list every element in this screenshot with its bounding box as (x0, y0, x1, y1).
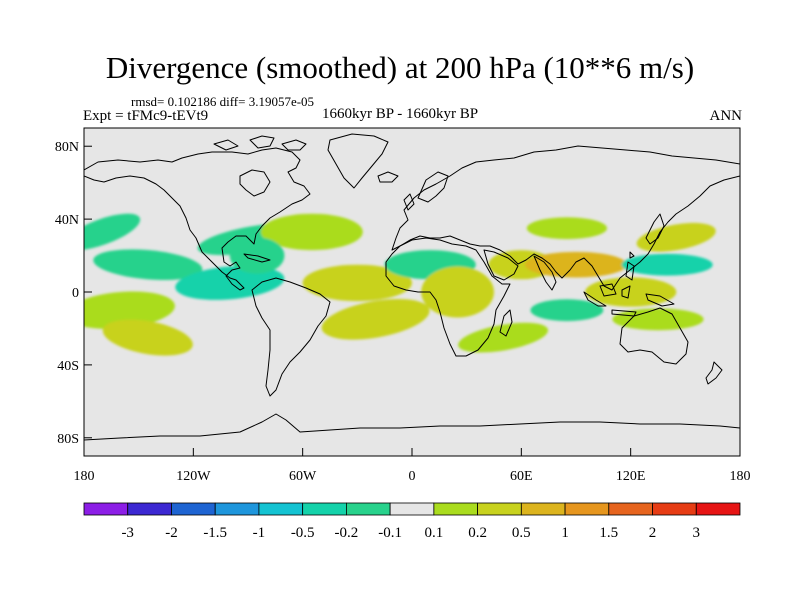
lat-tick-label: 40N (55, 213, 79, 228)
field-region-6 (102, 319, 193, 356)
lon-tick-label: 120E (616, 469, 646, 484)
period-label: 1660kyr BP - 1660kyr BP (322, 106, 479, 122)
coast-cuba (243, 253, 271, 263)
field-region-18 (621, 253, 713, 276)
colorbar-label: 3 (693, 525, 701, 541)
lon-tick-label: 60E (510, 469, 533, 484)
colorbar-label: 0.2 (468, 525, 487, 541)
colorbar-label: 0.5 (512, 525, 531, 541)
colorbar-swatch (564, 502, 610, 516)
colorbar-label: -2 (165, 525, 178, 541)
field-region-11 (321, 299, 430, 340)
colorbar-swatch (652, 502, 697, 516)
colorbar-label: -0.2 (335, 525, 359, 541)
lon-tick-label: 180 (730, 469, 751, 484)
colorbar-swatch (389, 502, 435, 516)
field-region-7 (175, 265, 285, 300)
colorbar-label: -1 (253, 525, 266, 541)
lon-tick-label: 0 (409, 469, 416, 484)
coast-australia (619, 307, 689, 365)
coast-new-zealand (705, 361, 723, 385)
field-region-12 (421, 266, 494, 318)
colorbar-swatch (477, 502, 522, 516)
coast-indonesia (583, 283, 637, 317)
field-region-5 (84, 291, 175, 329)
colorbar-label: 2 (649, 525, 657, 541)
field-region-16 (525, 251, 627, 278)
colorbar-label: -1.5 (203, 525, 227, 541)
colorbar-swatch (433, 502, 478, 516)
colorbar-swatch (171, 502, 216, 516)
coastlines (84, 133, 740, 441)
field-region-2 (260, 213, 363, 251)
rmsd-diff-stats: rmsd= 0.102186 diff= 3.19057e-05 (131, 94, 315, 109)
colorbar-label: -0.5 (291, 525, 315, 541)
lon-tick-label: 180 (74, 469, 95, 484)
lat-tick-label: 80S (57, 432, 79, 447)
coast-philippines (625, 251, 635, 281)
coast-britain (403, 193, 415, 211)
colorbar-swatch (520, 502, 566, 516)
coast-madagascar (499, 309, 513, 337)
coast-scandinavia (417, 171, 449, 203)
axis-ticks: 80N 40N 0 40S 80S 180 120W 60W 0 60E 120E 180 (55, 140, 751, 484)
coast-north-america (84, 147, 311, 291)
lat-tick-label: 40S (57, 359, 79, 374)
coast-africa (385, 237, 511, 357)
coast-hudson-bay (239, 169, 271, 197)
field-region-13 (458, 322, 549, 353)
lon-tick-label: 60W (289, 469, 317, 484)
season-label: ANN (709, 108, 743, 124)
colorbar-swatch (214, 502, 260, 516)
coast-arctic-islands (213, 135, 307, 151)
coast-japan (645, 213, 665, 245)
coast-arabia (483, 249, 519, 281)
colorbar-swatch (83, 502, 129, 516)
colorbar: -3 -2 -1.5 -1 -0.5 -0.2 -0.1 0.1 0.2 0.5 1 1.5 2 3 (83, 502, 741, 541)
colorbar-swatch (127, 502, 172, 516)
field-region-9 (302, 264, 412, 302)
lon-tick-label: 120W (176, 469, 211, 484)
field-region-4 (93, 249, 203, 281)
colorbar-swatch (345, 502, 391, 516)
coast-iceland (377, 171, 399, 183)
lat-tick-label: 80N (55, 140, 79, 155)
colorbar-swatch (695, 502, 741, 516)
colorbar-label: 0.1 (425, 525, 444, 541)
coast-greenland (327, 133, 389, 189)
field-region-21 (530, 299, 604, 322)
experiment-label: Expt = tFMc9-tEVt9 (83, 108, 209, 124)
field-region-3 (84, 213, 141, 251)
field-region-19 (636, 222, 716, 252)
coast-new-guinea (645, 293, 675, 307)
coast-south-america (251, 277, 331, 397)
field-region-15 (526, 217, 608, 240)
colorbar-label: -0.1 (378, 525, 402, 541)
coast-eurasia (391, 145, 740, 291)
coast-india (533, 255, 557, 291)
colorbar-label: 1.5 (599, 525, 618, 541)
colorbar-swatch (608, 502, 653, 516)
coast-antarctica (84, 413, 740, 441)
colorbar-swatch (258, 502, 304, 516)
colorbar-label: -3 (121, 525, 134, 541)
lat-tick-label: 0 (72, 286, 79, 301)
colorbar-label: 1 (561, 525, 569, 541)
plot-title: Divergence (smoothed) at 200 hPa (10**6 … (105, 50, 695, 85)
colorbar-swatch (302, 502, 347, 516)
